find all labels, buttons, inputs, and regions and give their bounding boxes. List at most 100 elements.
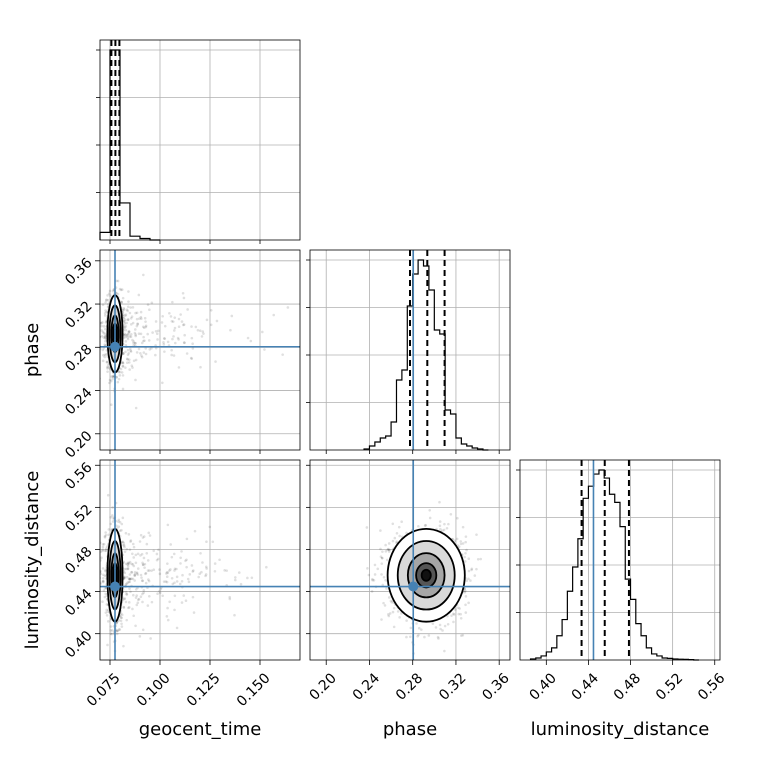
panel-geocent-time-vs-phase-sample-point <box>129 306 132 309</box>
panel-geocent-time-vs-phase-sample-point <box>134 311 137 315</box>
panel-geocent-time-vs-luminosity-distance-sample-point <box>91 578 94 581</box>
panel-geocent-time-vs-luminosity-distance-sample-point <box>165 575 169 579</box>
panel-geocent-time-vs-phase-sample-point <box>129 333 133 336</box>
panel-phase-vs-luminosity-distance-sample-point <box>383 604 387 607</box>
panel-geocent-time-vs-luminosity-distance-sample-point <box>118 520 122 524</box>
panel-geocent-time-vs-luminosity-distance-sample-point <box>141 600 144 604</box>
panel-geocent-time-vs-luminosity-distance-sample-point <box>143 566 146 569</box>
panel-geocent-time-vs-phase-sample-point <box>160 321 164 324</box>
panel-geocent-time-vs-luminosity-distance-sample-point <box>105 603 109 606</box>
panel-geocent-time-vs-phase-sample-point <box>122 308 126 311</box>
xtick-label-luminosity-distance: 0.56 <box>695 670 728 703</box>
panel-geocent-time-vs-phase-sample-point <box>162 341 165 344</box>
panel-geocent-time-vs-phase-sample-point <box>127 290 130 293</box>
panel-geocent-time-vs-phase-sample-point <box>80 331 83 334</box>
panel-phase-vs-luminosity-distance-sample-point <box>372 578 376 582</box>
panel-geocent-time-vs-luminosity-distance-sample-point <box>132 545 136 549</box>
panel-geocent-time-vs-phase-sample-point <box>107 366 110 369</box>
panel-geocent-time-vs-phase-sample-point <box>104 301 107 304</box>
panel-phase-vs-luminosity-distance-sample-point <box>463 555 466 559</box>
panel-geocent-time-vs-phase-sample-point <box>171 337 174 341</box>
panel-geocent-time-vs-luminosity-distance-sample-point <box>170 555 174 559</box>
xtick-label-geocent-time: 0.075 <box>84 670 124 710</box>
panel-geocent-time-vs-luminosity-distance-sample-point <box>123 571 127 575</box>
panel-geocent-time-vs-phase-sample-point <box>108 289 112 293</box>
panel-geocent-time-vs-phase-sample-point <box>91 329 94 332</box>
panel-phase-vs-luminosity-distance-sample-point <box>384 550 388 553</box>
panel-geocent-time-vs-luminosity-distance-sample-point <box>131 607 134 611</box>
panel-geocent-time-vs-phase-sample-point <box>163 350 166 353</box>
panel-phase-vs-luminosity-distance-sample-point <box>461 542 465 545</box>
panel-geocent-time-vs-luminosity-distance-sample-point <box>135 572 139 575</box>
panel-geocent-time-vs-luminosity-distance-sample-point <box>208 525 212 529</box>
panel-geocent-time-vs-phase-sample-point <box>123 334 126 337</box>
panel-geocent-time-vs-phase-sample-point <box>129 350 133 353</box>
panel-geocent-time-vs-phase-sample-point <box>125 334 129 337</box>
panel-geocent-time-vs-phase-sample-point <box>100 321 102 325</box>
panel-geocent-time-vs-luminosity-distance-sample-point <box>118 628 122 631</box>
panel-phase-vs-luminosity-distance-sample-point <box>438 500 441 504</box>
panel-phase-vs-luminosity-distance-sample-point <box>388 612 392 615</box>
panel-geocent-time-vs-luminosity-distance-sample-point <box>190 564 194 567</box>
panel-geocent-time-vs-luminosity-distance-sample-point <box>137 597 141 601</box>
panel-geocent-time-vs-phase-sample-point <box>106 294 109 297</box>
panel-geocent-time-vs-luminosity-distance-sample-point <box>120 540 124 544</box>
panel-geocent-time-vs-phase-sample-point <box>117 370 121 374</box>
panel-geocent-time-vs-phase-sample-point <box>131 338 134 342</box>
panel-geocent-time-vs-phase-sample-point <box>103 336 107 340</box>
panel-geocent-time-vs-luminosity-distance-sample-point <box>136 573 140 576</box>
panel-phase-vs-luminosity-distance-sample-point <box>423 635 426 639</box>
panel-geocent-time-vs-phase-sample-point <box>173 316 177 319</box>
panel-geocent-time-vs-phase-sample-point <box>128 335 132 338</box>
panel-phase-vs-luminosity-distance-sample-point <box>365 526 369 529</box>
panel-geocent-time-vs-phase-sample-point <box>122 319 126 323</box>
panel-geocent-time-vs-luminosity-distance-sample-point <box>204 573 208 576</box>
panel-phase-vs-luminosity-distance-sample-point <box>395 540 399 543</box>
panel-geocent-time-vs-luminosity-distance-sample-point <box>128 560 132 564</box>
panel-geocent-time-vs-phase-sample-point <box>118 287 122 291</box>
panel-geocent-time-vs-luminosity-distance-sample-point <box>129 540 132 543</box>
panel-geocent-time-vs-luminosity-distance-sample-point <box>101 543 105 546</box>
panel-geocent-time-vs-luminosity-distance-sample-point <box>124 531 128 535</box>
panel-geocent-time-vs-luminosity-distance-sample-point <box>127 606 130 610</box>
panel-geocent-time-vs-luminosity-distance-sample-point <box>100 556 103 560</box>
ytick-label-phase: 0.28 <box>62 342 95 375</box>
panel-geocent-time-vs-phase-sample-point <box>125 308 129 312</box>
panel-geocent-time-vs-luminosity-distance-sample-point <box>144 581 148 585</box>
panel-geocent-time-vs-phase-sample-point <box>84 323 87 326</box>
panel-phase-vs-luminosity-distance-sample-point <box>415 622 418 625</box>
panel-geocent-time-vs-luminosity-distance-sample-point <box>127 533 131 536</box>
panel-geocent-time-vs-luminosity-distance-sample-point <box>125 618 129 622</box>
panel-geocent-time-vs-phase-sample-point <box>104 334 107 338</box>
panel-geocent-time-vs-luminosity-distance-sample-point <box>192 569 195 572</box>
panel-geocent-time-vs-luminosity-distance-sample-point <box>134 624 137 628</box>
panel-geocent-time-vs-phase-sample-point <box>146 332 149 336</box>
hist-luminosity-distance-panel <box>516 459 721 661</box>
panel-geocent-time-vs-luminosity-distance-sample-point <box>158 591 162 595</box>
panel-geocent-time-vs-phase-sample-point <box>106 367 109 370</box>
panel-phase-vs-luminosity-distance-sample-point <box>454 608 457 611</box>
panel-geocent-time-vs-phase-sample-point <box>100 329 103 332</box>
panel-phase-vs-luminosity-distance-sample-point <box>475 567 478 571</box>
panel-geocent-time-vs-luminosity-distance-sample-point <box>110 632 113 636</box>
panel-geocent-time-vs-phase-sample-point <box>136 322 139 325</box>
panel-geocent-time-vs-luminosity-distance-sample-point <box>162 580 166 583</box>
panel-geocent-time-vs-luminosity-distance-sample-point <box>130 562 133 566</box>
panel-geocent-time-vs-phase-sample-point <box>125 361 129 365</box>
panel-geocent-time-vs-phase-sample-point <box>101 303 105 307</box>
panel-geocent-time-vs-phase-background <box>100 250 300 450</box>
panel-geocent-time-vs-luminosity-distance-sample-point <box>204 574 207 578</box>
xtick-label-luminosity-distance: 0.44 <box>569 670 602 703</box>
panel-phase-vs-luminosity-distance-sample-point <box>463 589 467 593</box>
xtick-label-phase: 0.28 <box>393 670 426 703</box>
panel-phase-vs-luminosity-distance-sample-point <box>476 557 480 561</box>
panel-phase-vs-luminosity-distance-sample-point <box>467 577 470 581</box>
panel-geocent-time-vs-luminosity-distance-sample-point <box>128 548 132 551</box>
panel-geocent-time-vs-luminosity-distance-sample-point <box>133 574 137 578</box>
panel-geocent-time-vs-phase-sample-point <box>140 355 144 359</box>
panel-geocent-time-vs-phase-sample-point <box>104 335 107 338</box>
panel-geocent-time-vs-luminosity-distance-sample-point <box>142 591 145 594</box>
panel-geocent-time-vs-luminosity-distance-sample-point <box>112 516 115 520</box>
panel-geocent-time-vs-luminosity-distance-sample-point <box>115 632 119 636</box>
panel-geocent-time-vs-phase-sample-point <box>104 309 107 312</box>
